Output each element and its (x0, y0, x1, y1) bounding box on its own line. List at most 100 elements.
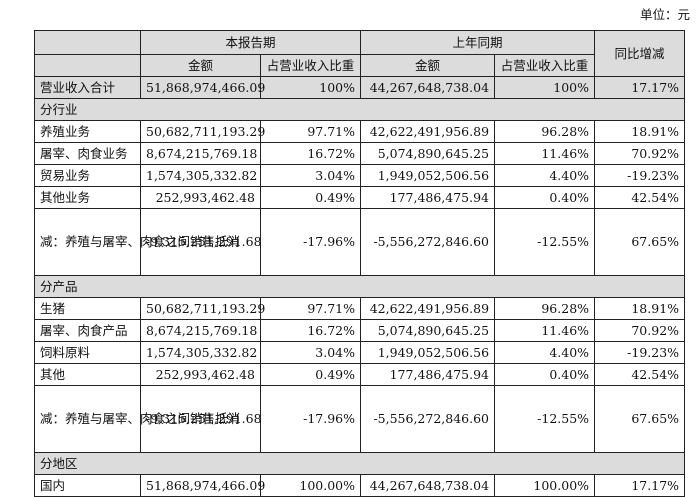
row-label: 生猪 (34, 297, 141, 320)
revenue-breakdown-table: 本报告期 上年同期 同比增减 金额 占营业收入比重 金额 占营业收入比重 营业收… (33, 30, 686, 497)
header-current-share: 占营业收入比重 (259, 54, 362, 77)
prior-amount: 42,622,491,956.89 (360, 297, 496, 320)
yoy-change: 17.17% (594, 76, 686, 99)
yoy-change: 17.17% (594, 474, 686, 497)
current-share: 97.71% (259, 297, 362, 320)
header-prior-share: 占营业收入比重 (494, 54, 596, 77)
current-share: 3.04% (259, 164, 362, 187)
table-row: 屠宰、肉食产品 8,674,215,769.18 16.72% 5,074,89… (34, 319, 686, 342)
header-blank-2 (34, 54, 141, 77)
row-label: 养殖业务 (34, 120, 141, 143)
header-current-amount: 金额 (140, 54, 261, 77)
header-prior-amount: 金额 (360, 54, 496, 77)
prior-amount: 1,949,052,506.56 (360, 341, 496, 364)
table-row: 饲料原料 1,574,305,332.82 3.04% 1,949,052,50… (34, 341, 686, 364)
current-amount: 50,682,711,193.29 (140, 297, 265, 320)
prior-share: 11.46% (494, 142, 596, 165)
prior-amount: 44,267,648,738.04 (360, 76, 496, 99)
header-prior-period: 上年同期 (360, 30, 596, 55)
header-yoy-change: 同比增减 (594, 30, 686, 77)
current-amount: 8,674,215,769.18 (140, 142, 261, 165)
prior-share: 96.28% (494, 120, 596, 143)
current-amount: 252,993,462.48 (140, 186, 261, 209)
prior-share: 0.40% (494, 186, 596, 209)
current-share: -17.96% (259, 208, 362, 276)
section-row-region: 分地区 (33, 452, 686, 475)
current-amount: -9,315,251,291.68 (140, 208, 262, 276)
table-row: 养殖业务 50,682,711,193.29 97.71% 42,622,491… (34, 120, 686, 143)
prior-amount: 5,074,890,645.25 (360, 142, 496, 165)
yoy-change: -19.23% (594, 164, 686, 187)
row-label: 减：养殖与屠宰、肉食之间销售抵消 (34, 385, 240, 453)
current-share: -17.96% (259, 385, 362, 453)
yoy-change: 18.91% (594, 297, 686, 320)
prior-amount: -5,556,272,846.60 (360, 208, 496, 276)
current-share: 100% (259, 76, 362, 99)
row-label: 其他业务 (34, 186, 141, 209)
section-row-industry: 分行业 (33, 98, 686, 121)
current-share: 0.49% (259, 363, 362, 386)
prior-amount: 44,267,648,738.04 (360, 474, 496, 497)
header-row-1: 本报告期 上年同期 同比增减 (34, 30, 686, 77)
row-label: 营业收入合计 (34, 76, 141, 99)
current-amount: 1,574,305,332.82 (140, 164, 261, 187)
table-row: 贸易业务 1,574,305,332.82 3.04% 1,949,052,50… (34, 164, 686, 187)
yoy-change: 67.65% (594, 208, 686, 276)
yoy-change: 70.92% (594, 319, 686, 342)
prior-share: -12.55% (494, 208, 596, 276)
table-row: 国内 51,868,974,466.09 100.00% 44,267,648,… (34, 474, 686, 497)
prior-amount: 1,949,052,506.56 (360, 164, 496, 187)
table-row: 其他 252,993,462.48 0.49% 177,486,475.94 0… (34, 363, 686, 386)
current-share: 0.49% (259, 186, 362, 209)
yoy-change: 67.65% (594, 385, 686, 453)
table-row: 减：养殖与屠宰、肉食之间销售抵消 -9,315,251,291.68 -17.9… (34, 208, 686, 276)
current-amount: 50,682,711,193.29 (140, 120, 265, 143)
current-amount: 8,674,215,769.18 (140, 319, 261, 342)
header-row-2: 金额 占营业收入比重 金额 占营业收入比重 (34, 54, 685, 77)
header-blank (34, 30, 141, 55)
prior-share: 96.28% (494, 297, 596, 320)
current-amount: 51,868,974,466.09 (140, 474, 265, 497)
table-row: 生猪 50,682,711,193.29 97.71% 42,622,491,9… (34, 297, 686, 320)
row-label: 国内 (34, 474, 141, 497)
prior-amount: 42,622,491,956.89 (360, 120, 496, 143)
current-share: 100.00% (259, 474, 362, 497)
current-share: 16.72% (259, 142, 362, 165)
total-revenue-row: 营业收入合计 51,868,974,466.09 100% 44,267,648… (34, 76, 686, 99)
section-row-product: 分产品 (33, 275, 686, 298)
yoy-change: -19.23% (594, 341, 686, 364)
section-title: 分产品 (33, 275, 686, 298)
prior-share: 4.40% (494, 341, 596, 364)
unit-note: 单位：元 (639, 7, 690, 22)
table-row: 减：养殖与屠宰、肉食之间销售抵消 -9,315,251,291.68 -17.9… (34, 385, 686, 453)
prior-share: 11.46% (494, 319, 596, 342)
current-share: 16.72% (259, 319, 362, 342)
prior-amount: 177,486,475.94 (360, 363, 496, 386)
table-row: 屠宰、肉食业务 8,674,215,769.18 16.72% 5,074,89… (34, 142, 686, 165)
yoy-change: 70.92% (594, 142, 686, 165)
yoy-change: 42.54% (594, 186, 686, 209)
prior-share: 4.40% (494, 164, 596, 187)
current-amount: 252,993,462.48 (140, 363, 261, 386)
section-title: 分地区 (33, 452, 686, 475)
yoy-change: 42.54% (594, 363, 686, 386)
row-label: 屠宰、肉食产品 (34, 319, 141, 342)
current-share: 97.71% (259, 120, 362, 143)
prior-amount: 5,074,890,645.25 (360, 319, 496, 342)
prior-share: 100% (494, 76, 596, 99)
prior-share: 100.00% (494, 474, 596, 497)
prior-amount: -5,556,272,846.60 (360, 385, 496, 453)
prior-amount: 177,486,475.94 (360, 186, 496, 209)
current-amount: -9,315,251,291.68 (140, 385, 262, 453)
section-title: 分行业 (33, 98, 686, 121)
header-current-period: 本报告期 (139, 30, 362, 55)
row-label: 饲料原料 (34, 341, 141, 364)
current-share: 3.04% (259, 341, 362, 364)
row-label: 屠宰、肉食业务 (34, 142, 141, 165)
table-row: 其他业务 252,993,462.48 0.49% 177,486,475.94… (34, 186, 686, 209)
yoy-change: 18.91% (594, 120, 686, 143)
prior-share: 0.40% (494, 363, 596, 386)
row-label: 减：养殖与屠宰、肉食之间销售抵消 (34, 208, 240, 276)
row-label: 贸易业务 (34, 164, 141, 187)
current-amount: 51,868,974,466.09 (140, 76, 265, 99)
